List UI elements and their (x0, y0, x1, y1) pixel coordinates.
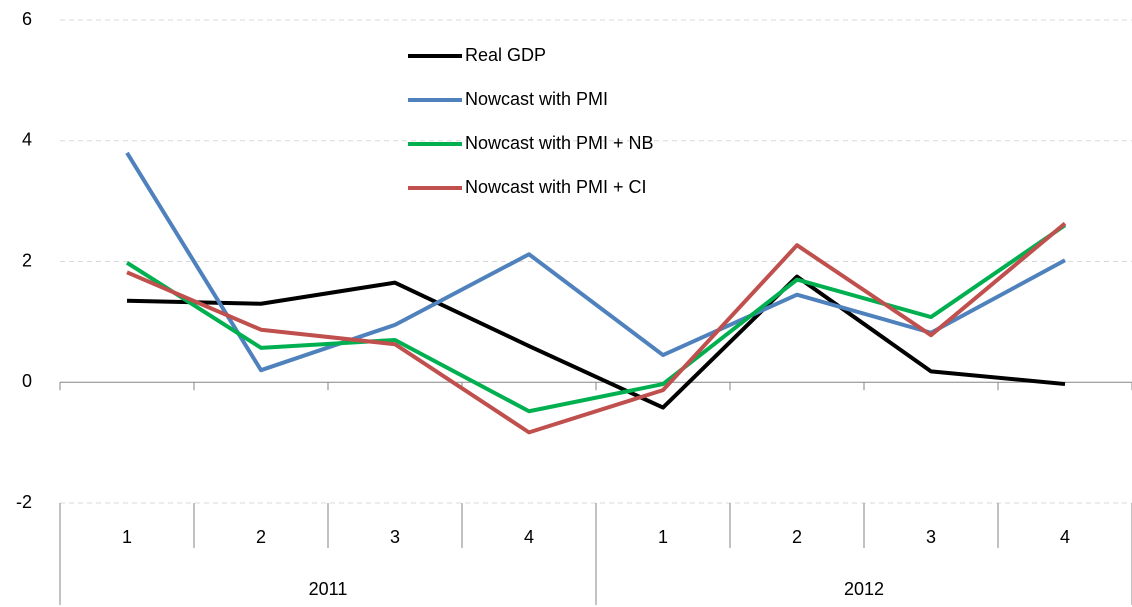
x-tick-label: 3 (926, 527, 936, 547)
series-line (125, 223, 1067, 414)
x-tick-label: 2 (256, 527, 266, 547)
series-line (125, 151, 1066, 373)
x-group-label: 2012 (844, 579, 884, 599)
x-tick-label: 4 (524, 527, 534, 547)
legend-label: Nowcast with PMI + CI (465, 177, 647, 197)
series-line (126, 221, 1067, 435)
y-tick-label: -2 (16, 492, 32, 512)
legend-label: Nowcast with PMI + NB (465, 133, 654, 153)
x-tick-label: 3 (390, 527, 400, 547)
legend-label: Nowcast with PMI (465, 89, 608, 109)
x-tick-label: 1 (658, 527, 668, 547)
x-tick-label: 1 (122, 527, 132, 547)
y-tick-label: 2 (22, 250, 32, 270)
series-line (126, 274, 1066, 410)
x-tick-label: 4 (1060, 527, 1070, 547)
y-tick-label: 6 (22, 9, 32, 29)
y-tick-label: 4 (22, 130, 32, 150)
y-tick-label: 0 (22, 371, 32, 391)
legend-label: Real GDP (465, 45, 546, 65)
x-tick-label: 2 (792, 527, 802, 547)
x-group-label: 2011 (309, 579, 348, 599)
